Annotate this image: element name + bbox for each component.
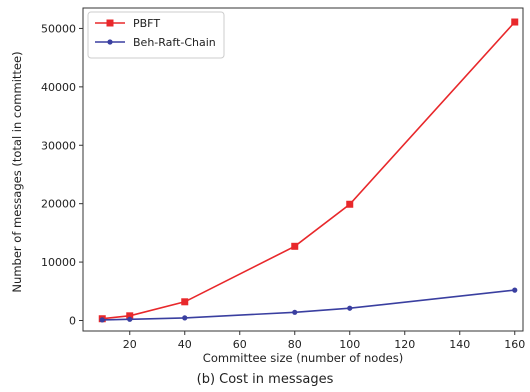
data-point-beh-raft-chain [127,316,133,322]
x-tick-label: 20 [123,338,137,351]
y-axis: 0 10000 20000 30000 40000 50000 [41,22,83,327]
y-tick-label: 50000 [41,22,76,35]
data-point-pbft [346,200,354,208]
legend-marker-pbft [106,19,114,27]
x-tick-label: 140 [449,338,470,351]
y-tick-label: 0 [69,314,76,327]
legend-label-beh-raft-chain: Beh-Raft-Chain [133,36,216,49]
figure-caption: (b) Cost in messages [196,372,334,387]
data-point-pbft [291,242,299,250]
data-point-pbft [126,312,134,320]
series-layer [98,18,519,323]
x-tick-label: 40 [178,338,192,351]
x-tick-label: 80 [288,338,302,351]
x-tick-label: 120 [394,338,415,351]
x-axis: 20 40 60 80 100 120 140 160 [123,331,525,351]
legend: PBFT Beh-Raft-Chain [87,11,225,59]
y-tick-label: 30000 [41,139,76,152]
data-point-beh-raft-chain [182,315,188,321]
legend-marker-beh-raft-chain [107,39,113,45]
x-tick-label: 160 [504,338,525,351]
data-point-beh-raft-chain [512,287,518,293]
x-tick-label: 100 [339,338,360,351]
data-point-beh-raft-chain [347,305,353,311]
series-line-pbft [102,21,516,320]
legend-label-pbft: PBFT [133,17,160,30]
series-line-beh-raft-chain [102,289,515,321]
data-point-beh-raft-chain [99,317,105,323]
x-tick-label: 60 [233,338,247,351]
data-point-pbft [511,18,519,26]
y-tick-label: 20000 [41,198,76,211]
data-point-beh-raft-chain [292,309,298,315]
plot-frame [82,7,524,332]
y-tick-label: 10000 [41,256,76,269]
x-axis-label: Committee size (number of nodes) [203,351,403,365]
y-tick-label: 40000 [41,81,76,94]
data-point-pbft [181,298,189,306]
y-axis-label: Number of messages (total in committee) [10,51,24,292]
